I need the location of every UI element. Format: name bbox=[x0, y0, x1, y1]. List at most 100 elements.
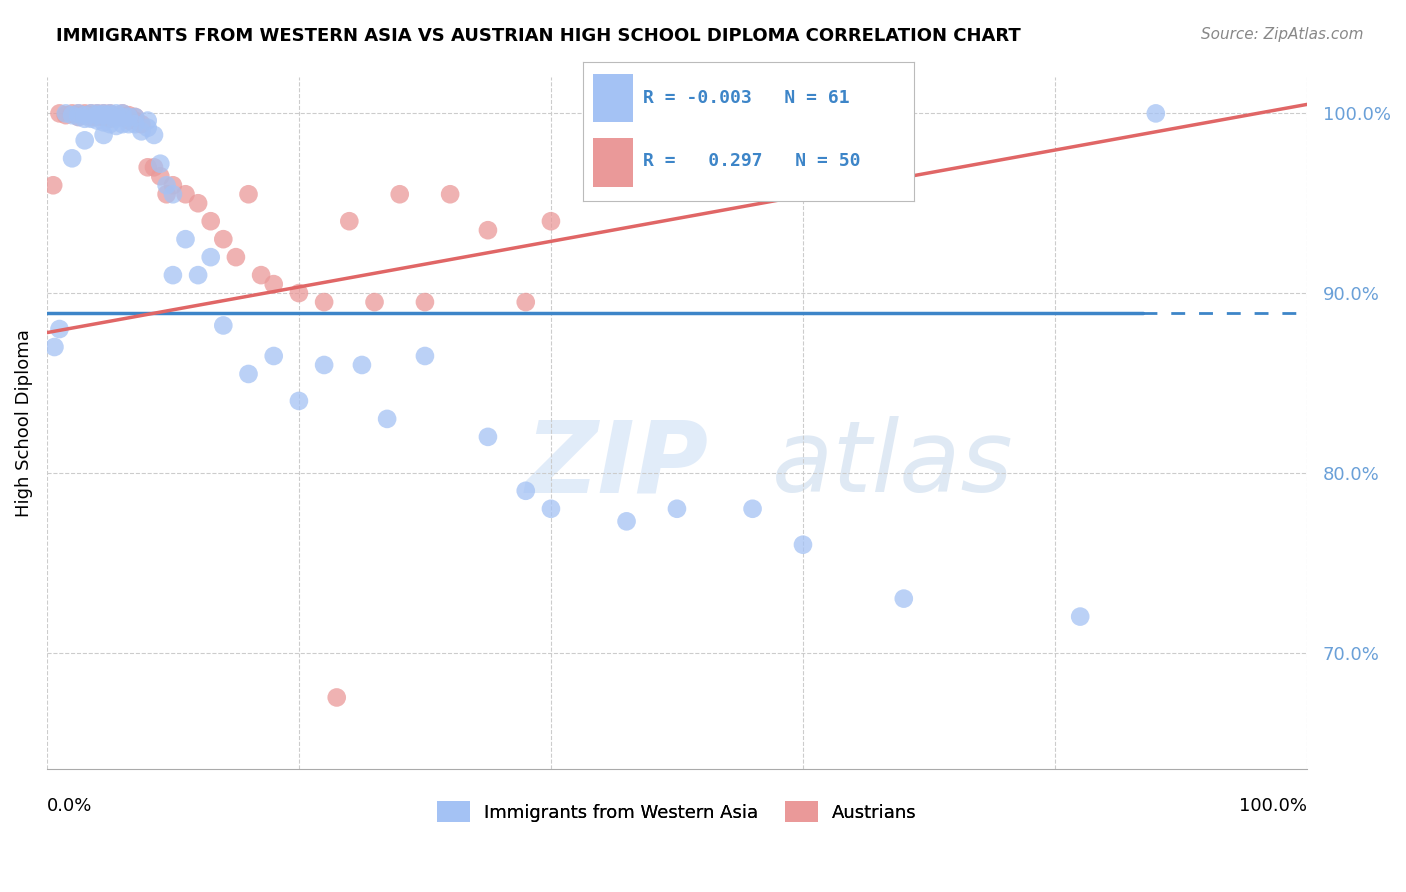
Point bbox=[155, 187, 177, 202]
Point bbox=[792, 538, 814, 552]
Point bbox=[187, 268, 209, 282]
Point bbox=[111, 117, 134, 131]
Point bbox=[93, 106, 115, 120]
Point bbox=[111, 106, 134, 120]
Point bbox=[86, 108, 108, 122]
Text: 100.0%: 100.0% bbox=[1239, 797, 1308, 815]
Point bbox=[174, 187, 197, 202]
Point bbox=[67, 106, 90, 120]
Text: atlas: atlas bbox=[772, 417, 1014, 514]
Point bbox=[111, 110, 134, 124]
Point bbox=[67, 110, 90, 124]
Point bbox=[131, 124, 153, 138]
FancyBboxPatch shape bbox=[593, 138, 633, 186]
Point bbox=[149, 157, 172, 171]
Point bbox=[124, 110, 146, 124]
Point bbox=[80, 106, 103, 120]
Point bbox=[375, 412, 398, 426]
Point bbox=[200, 214, 222, 228]
Y-axis label: High School Diploma: High School Diploma bbox=[15, 329, 32, 517]
Point bbox=[263, 277, 285, 292]
Point bbox=[124, 113, 146, 128]
Point bbox=[86, 106, 108, 120]
Point bbox=[477, 223, 499, 237]
Point bbox=[515, 295, 537, 310]
Point bbox=[98, 106, 121, 120]
Point bbox=[93, 106, 115, 120]
Point bbox=[540, 501, 562, 516]
Point bbox=[105, 106, 128, 120]
Point bbox=[98, 108, 121, 122]
Point bbox=[413, 295, 436, 310]
Point bbox=[136, 120, 159, 135]
Point bbox=[73, 106, 96, 120]
Point bbox=[124, 110, 146, 124]
Point bbox=[131, 117, 153, 131]
Point bbox=[73, 108, 96, 122]
Point bbox=[105, 119, 128, 133]
Point bbox=[212, 232, 235, 246]
Point bbox=[124, 117, 146, 131]
Point bbox=[515, 483, 537, 498]
Point bbox=[162, 268, 184, 282]
Point bbox=[363, 295, 385, 310]
Point bbox=[98, 117, 121, 131]
Point bbox=[893, 591, 915, 606]
Point bbox=[98, 106, 121, 120]
Point bbox=[250, 268, 273, 282]
Text: R = -0.003   N = 61: R = -0.003 N = 61 bbox=[643, 88, 849, 107]
Point bbox=[73, 108, 96, 122]
Point bbox=[1069, 609, 1091, 624]
Point bbox=[111, 106, 134, 120]
Point bbox=[162, 178, 184, 193]
Point bbox=[325, 690, 347, 705]
Point bbox=[86, 113, 108, 128]
Point bbox=[225, 250, 247, 264]
Text: IMMIGRANTS FROM WESTERN ASIA VS AUSTRIAN HIGH SCHOOL DIPLOMA CORRELATION CHART: IMMIGRANTS FROM WESTERN ASIA VS AUSTRIAN… bbox=[56, 27, 1021, 45]
Point bbox=[80, 106, 103, 120]
Point bbox=[238, 187, 260, 202]
Point bbox=[86, 108, 108, 122]
Point bbox=[439, 187, 461, 202]
Point bbox=[314, 358, 336, 372]
Legend: Immigrants from Western Asia, Austrians: Immigrants from Western Asia, Austrians bbox=[430, 794, 924, 830]
Point bbox=[136, 161, 159, 175]
Point bbox=[314, 295, 336, 310]
Point bbox=[93, 115, 115, 129]
Point bbox=[288, 286, 311, 301]
Text: 0.0%: 0.0% bbox=[46, 797, 93, 815]
Point bbox=[48, 106, 70, 120]
Point bbox=[350, 358, 373, 372]
Point bbox=[93, 128, 115, 142]
Point bbox=[42, 178, 65, 193]
Point bbox=[263, 349, 285, 363]
Point bbox=[73, 133, 96, 147]
Point bbox=[44, 340, 66, 354]
Point bbox=[238, 367, 260, 381]
Point bbox=[105, 110, 128, 124]
Point bbox=[111, 110, 134, 124]
Point bbox=[67, 110, 90, 124]
Point bbox=[665, 501, 688, 516]
Point bbox=[60, 108, 83, 122]
Point bbox=[118, 117, 141, 131]
Point bbox=[187, 196, 209, 211]
FancyBboxPatch shape bbox=[593, 73, 633, 122]
Point bbox=[118, 108, 141, 122]
Point bbox=[1144, 106, 1167, 120]
Point bbox=[80, 112, 103, 126]
Point bbox=[616, 514, 638, 528]
Point bbox=[118, 113, 141, 128]
Point bbox=[288, 393, 311, 408]
Point bbox=[93, 110, 115, 124]
Point bbox=[98, 108, 121, 122]
Point bbox=[60, 106, 83, 120]
Point bbox=[162, 187, 184, 202]
Text: ZIP: ZIP bbox=[526, 417, 709, 514]
Point bbox=[80, 110, 103, 124]
Point bbox=[413, 349, 436, 363]
Point bbox=[105, 112, 128, 126]
Point bbox=[155, 178, 177, 193]
Point bbox=[149, 169, 172, 184]
Point bbox=[143, 128, 166, 142]
